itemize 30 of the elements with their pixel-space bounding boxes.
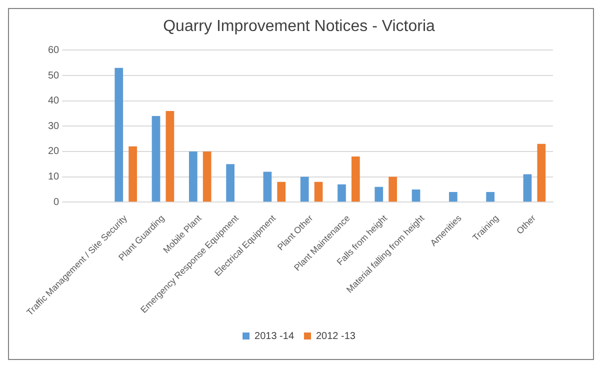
bar [374, 186, 384, 202]
y-tick-label: 50 [48, 70, 60, 82]
y-tick-label: 20 [48, 146, 60, 158]
chart-title: Quarry Improvement Notices - Victoria [163, 18, 435, 36]
bar [263, 172, 272, 202]
bar [486, 192, 494, 202]
bar [448, 192, 458, 202]
bar [226, 164, 234, 202]
bar [523, 174, 532, 202]
bar [412, 189, 420, 202]
bar [338, 184, 346, 202]
legend-label: 2012 -13 [316, 330, 356, 342]
bar [152, 116, 160, 202]
bar [114, 68, 124, 202]
y-tick-label: 30 [48, 120, 60, 132]
bar [277, 182, 286, 202]
bar [351, 156, 360, 202]
y-tick-label: 10 [48, 172, 60, 183]
y-tick-label: 40 [48, 96, 60, 107]
bar [314, 182, 323, 202]
bar [188, 151, 198, 202]
bar [128, 146, 137, 202]
y-tick-label: 0 [54, 196, 60, 208]
y-tick-label: 60 [48, 44, 60, 56]
bar [166, 110, 174, 202]
bar [388, 176, 397, 202]
bar [537, 144, 546, 202]
legend-label: 2013 -14 [254, 330, 294, 342]
bar [300, 176, 309, 202]
bar [202, 151, 212, 202]
